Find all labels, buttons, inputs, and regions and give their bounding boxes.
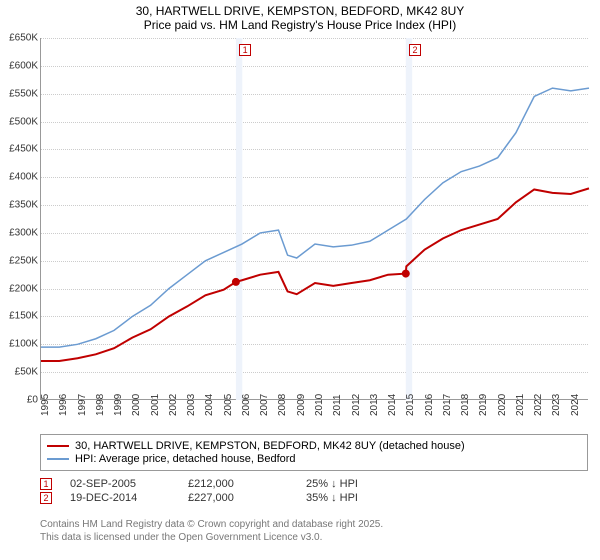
legend-item-0: 30, HARTWELL DRIVE, KEMPSTON, BEDFORD, M…	[47, 440, 581, 452]
sale-date: 19-DEC-2014	[70, 492, 170, 504]
x-tick-label: 1997	[77, 394, 88, 416]
x-tick-label: 2011	[332, 394, 343, 416]
x-tick-label: 2016	[424, 394, 435, 416]
sale-delta: 35% ↓ HPI	[306, 492, 406, 504]
y-tick-label: £300K	[0, 227, 38, 238]
chart-marker-1: 1	[239, 44, 251, 56]
table-row: 1 02-SEP-2005 £212,000 25% ↓ HPI	[40, 478, 588, 490]
y-tick-label: £650K	[0, 33, 38, 44]
x-tick-label: 2004	[204, 394, 215, 416]
y-tick-label: £50K	[0, 367, 38, 378]
x-tick-label: 2003	[186, 394, 197, 416]
legend-swatch-1	[47, 458, 69, 460]
y-tick-label: £450K	[0, 144, 38, 155]
y-tick-label: £200K	[0, 283, 38, 294]
y-tick-label: £0	[0, 395, 38, 406]
table-row: 2 19-DEC-2014 £227,000 35% ↓ HPI	[40, 492, 588, 504]
legend-item-1: HPI: Average price, detached house, Bedf…	[47, 453, 581, 465]
y-tick-label: £150K	[0, 311, 38, 322]
marker-box-1: 1	[40, 478, 52, 490]
x-tick-label: 1998	[95, 394, 106, 416]
x-tick-label: 2014	[387, 394, 398, 416]
x-tick-label: 2005	[223, 394, 234, 416]
legend-label-1: HPI: Average price, detached house, Bedf…	[75, 453, 296, 465]
x-tick-label: 2023	[551, 394, 562, 416]
title-line2: Price paid vs. HM Land Registry's House …	[0, 18, 600, 32]
sales-table: 1 02-SEP-2005 £212,000 25% ↓ HPI 2 19-DE…	[40, 476, 588, 506]
footer: Contains HM Land Registry data © Crown c…	[40, 518, 383, 544]
x-tick-label: 2009	[296, 394, 307, 416]
x-tick-label: 2021	[515, 394, 526, 416]
y-tick-label: £350K	[0, 200, 38, 211]
x-tick-label: 2012	[351, 394, 362, 416]
title-block: 30, HARTWELL DRIVE, KEMPSTON, BEDFORD, M…	[0, 0, 600, 32]
legend-label-0: 30, HARTWELL DRIVE, KEMPSTON, BEDFORD, M…	[75, 440, 465, 452]
x-tick-label: 2017	[442, 394, 453, 416]
y-tick-label: £550K	[0, 88, 38, 99]
x-tick-label: 2013	[369, 394, 380, 416]
x-tick-label: 2000	[131, 394, 142, 416]
x-tick-label: 2008	[277, 394, 288, 416]
y-tick-label: £250K	[0, 255, 38, 266]
sale-price: £227,000	[188, 492, 288, 504]
y-tick-label: £100K	[0, 339, 38, 350]
y-tick-label: £600K	[0, 60, 38, 71]
x-tick-label: 2020	[497, 394, 508, 416]
x-tick-label: 2006	[241, 394, 252, 416]
legend: 30, HARTWELL DRIVE, KEMPSTON, BEDFORD, M…	[40, 434, 588, 471]
x-tick-label: 2002	[168, 394, 179, 416]
x-tick-label: 2010	[314, 394, 325, 416]
sale-delta: 25% ↓ HPI	[306, 478, 406, 490]
footer-line1: Contains HM Land Registry data © Crown c…	[40, 518, 383, 531]
plot-svg	[41, 38, 588, 399]
marker-box-2: 2	[40, 492, 52, 504]
x-tick-label: 2007	[259, 394, 270, 416]
y-tick-label: £500K	[0, 116, 38, 127]
x-tick-label: 1999	[113, 394, 124, 416]
x-tick-label: 1995	[40, 394, 51, 416]
x-tick-label: 2024	[570, 394, 581, 416]
sale-date: 02-SEP-2005	[70, 478, 170, 490]
x-tick-label: 2019	[478, 394, 489, 416]
y-tick-label: £400K	[0, 172, 38, 183]
chart-container: 30, HARTWELL DRIVE, KEMPSTON, BEDFORD, M…	[0, 0, 600, 560]
sale-price: £212,000	[188, 478, 288, 490]
x-tick-label: 2022	[533, 394, 544, 416]
plot-area	[40, 38, 588, 400]
x-tick-label: 2018	[460, 394, 471, 416]
legend-swatch-0	[47, 445, 69, 447]
footer-line2: This data is licensed under the Open Gov…	[40, 531, 383, 544]
x-tick-label: 2015	[405, 394, 416, 416]
title-line1: 30, HARTWELL DRIVE, KEMPSTON, BEDFORD, M…	[0, 4, 600, 18]
x-tick-label: 1996	[58, 394, 69, 416]
x-tick-label: 2001	[150, 394, 161, 416]
chart-marker-2: 2	[409, 44, 421, 56]
